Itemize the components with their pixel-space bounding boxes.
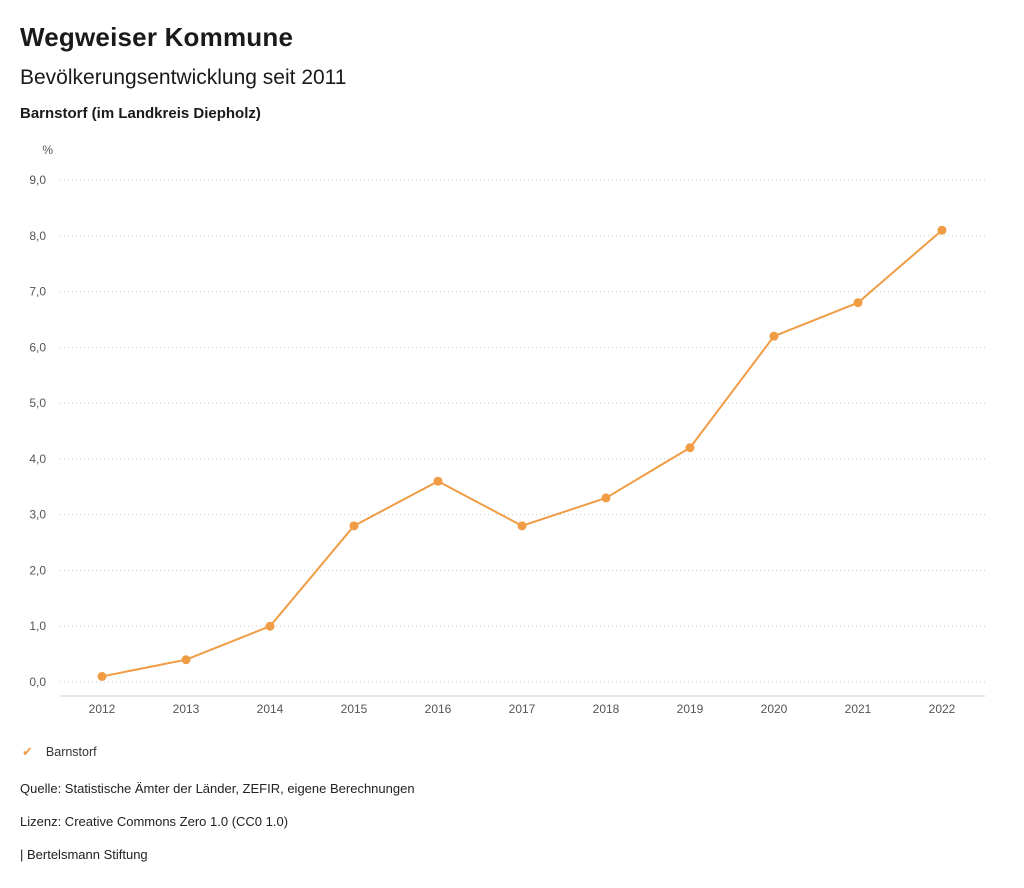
chart-area: % 0,0 1,0 2,0 3,0 4,0 5,0 6,0 7,0 8,0 9,0 2012 2013 2… xyxy=(0,136,1024,741)
y-tick-label: 6,0 xyxy=(29,340,46,354)
data-point[interactable] xyxy=(433,476,443,486)
data-point[interactable] xyxy=(853,298,863,308)
y-tick-label: 8,0 xyxy=(29,229,46,243)
data-point[interactable] xyxy=(181,655,191,665)
data-point[interactable] xyxy=(517,521,527,531)
attribution-text: | Bertelsmann Stiftung xyxy=(20,847,148,862)
x-tick-label: 2017 xyxy=(509,702,536,716)
x-tick-label: 2016 xyxy=(425,702,452,716)
y-tick-label: 9,0 xyxy=(29,173,46,187)
data-point[interactable] xyxy=(937,225,947,235)
series-line xyxy=(101,229,943,678)
data-point[interactable] xyxy=(769,331,779,341)
x-tick-label: 2015 xyxy=(341,702,368,716)
data-point[interactable] xyxy=(265,621,275,631)
check-icon: ✔ xyxy=(22,744,33,759)
x-tick-label: 2013 xyxy=(173,702,200,716)
page-title: Wegweiser Kommune xyxy=(20,22,294,52)
line-chart: % 0,0 1,0 2,0 3,0 4,0 5,0 6,0 7,0 8,0 9,0 2012 2013 2… xyxy=(29,143,985,716)
y-tick-label: 3,0 xyxy=(29,508,46,522)
y-tick-label: 4,0 xyxy=(29,452,46,466)
chart-subtitle: Bevölkerungsentwicklung seit 2011 xyxy=(20,66,347,89)
x-tick-label: 2022 xyxy=(929,702,956,716)
x-tick-label: 2014 xyxy=(257,702,284,716)
legend-label: Barnstorf xyxy=(45,744,97,759)
y-tick-label: 1,0 xyxy=(29,619,46,633)
data-point[interactable] xyxy=(349,521,359,531)
y-tick-label: 0,0 xyxy=(29,675,46,689)
license-text: Lizenz: Creative Commons Zero 1.0 (CC0 1… xyxy=(20,814,289,829)
chart-location: Barnstorf (im Landkreis Diepholz) xyxy=(20,105,261,122)
y-tick-label: 2,0 xyxy=(29,563,46,577)
header: Wegweiser Kommune Bevölkerungsentwicklun… xyxy=(0,0,1024,122)
x-tick-label: 2018 xyxy=(593,702,620,716)
footer: Quelle: Statistische Ämter der Länder, Z… xyxy=(20,781,1024,862)
y-axis-unit-label: % xyxy=(42,143,53,157)
y-tick-label: 5,0 xyxy=(29,396,46,410)
x-tick-label: 2021 xyxy=(845,702,872,716)
y-tick-label: 7,0 xyxy=(29,285,46,299)
data-point[interactable] xyxy=(601,493,611,503)
source-text: Quelle: Statistische Ämter der Länder, Z… xyxy=(20,781,415,796)
legend: ✔ Barnstorf xyxy=(22,743,1024,761)
legend-item-barnstorf[interactable]: ✔ Barnstorf xyxy=(22,745,97,759)
x-tick-label: 2019 xyxy=(677,702,704,716)
data-point[interactable] xyxy=(685,443,695,453)
x-tick-label: 2020 xyxy=(761,702,788,716)
x-tick-label: 2012 xyxy=(89,702,116,716)
data-point[interactable] xyxy=(97,671,107,681)
